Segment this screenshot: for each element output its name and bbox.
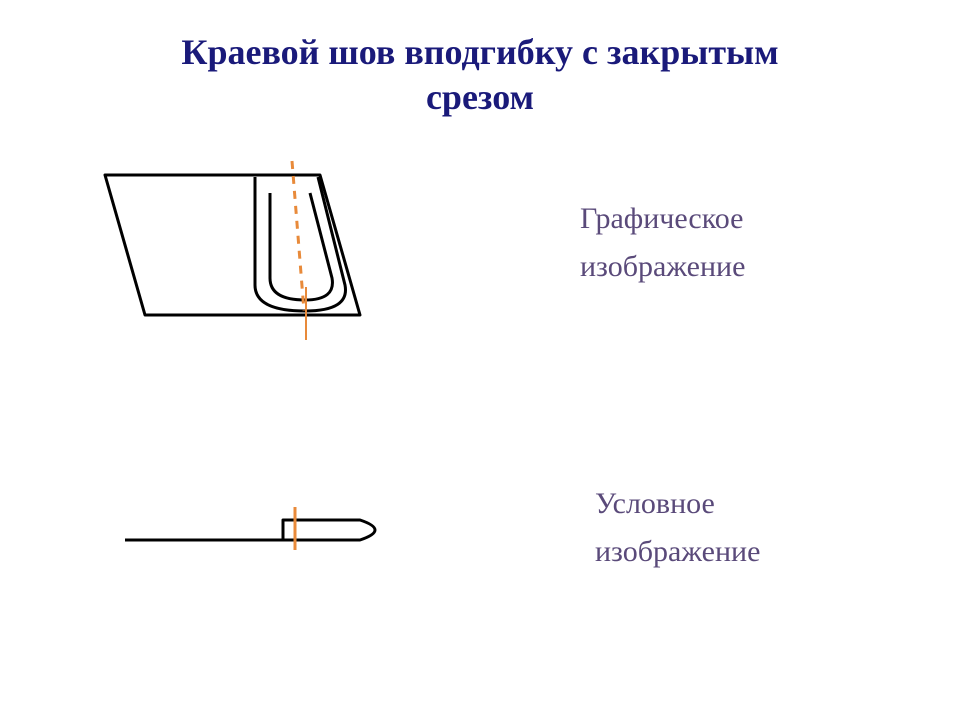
title-line-1: Краевой шов вподгибку с закрытым: [181, 32, 778, 72]
label-graphic-line-2: изображение: [580, 250, 745, 283]
fold-loop: [255, 520, 375, 540]
label-symbolic-line-2: изображение: [595, 535, 760, 568]
page: Краевой шов вподгибку с закрытым срезом …: [0, 0, 960, 720]
label-graphic: Графическое изображение: [580, 195, 745, 291]
label-graphic-line-1: Графическое: [580, 202, 743, 235]
title-line-2: срезом: [426, 77, 534, 117]
label-symbolic: Условное изображение: [595, 480, 760, 576]
symbolic-diagram: [115, 485, 415, 575]
page-title: Краевой шов вподгибку с закрытым срезом: [0, 30, 960, 120]
label-symbolic-line-1: Условное: [595, 487, 715, 520]
graphic-diagram: [70, 155, 390, 365]
